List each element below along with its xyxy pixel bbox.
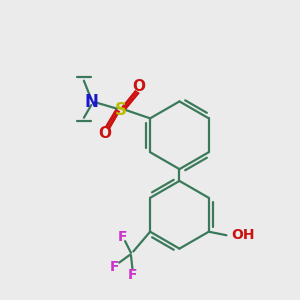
Text: S: S (115, 100, 127, 118)
Text: O: O (99, 126, 112, 141)
Text: F: F (117, 230, 127, 244)
Text: OH: OH (231, 228, 255, 242)
Text: F: F (128, 268, 137, 282)
Text: N: N (84, 93, 98, 111)
Text: F: F (110, 260, 119, 274)
Text: O: O (133, 79, 146, 94)
